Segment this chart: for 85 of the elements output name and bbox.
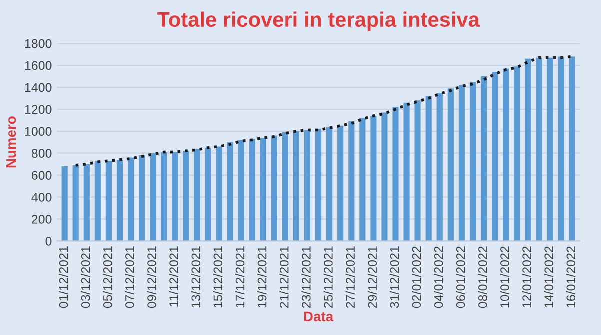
y-tick-label: 0 [46,237,52,246]
x-tick-label: 21/12/2021 [280,246,289,308]
y-tick-label: 1000 [25,127,52,136]
y-tick-label: 1600 [25,61,52,70]
bar [448,88,454,242]
bar [338,126,344,242]
y-tick-label: 1200 [25,105,52,114]
x-tick-label: 08/01/2022 [478,246,488,308]
bar [238,140,244,242]
bar [480,76,488,242]
bar [172,152,178,242]
bar [194,148,200,242]
bar [392,107,399,242]
bar [525,58,532,242]
bar [404,102,410,242]
bar [94,161,101,242]
bar [293,131,300,242]
x-tick-label: 04/01/2022 [434,246,444,308]
x-tick-label: 15/12/2021 [213,246,223,308]
bar [260,138,266,242]
bar [139,156,146,242]
y-tick-label: 1800 [25,39,52,48]
bar [72,165,79,242]
x-tick-label: 25/12/2021 [324,246,333,308]
bar [470,82,476,242]
bar [382,112,388,242]
x-tick-label: 07/12/2021 [125,246,134,308]
bar [183,151,190,242]
bar [271,136,278,242]
y-tick-label: 200 [32,215,52,224]
bar [161,152,168,242]
bar [436,92,443,242]
y-axis-title: Numero [6,116,16,168]
bar [128,158,134,242]
x-tick-label: 17/12/2021 [235,246,245,308]
bar [216,146,222,242]
x-tick-label: 14/01/2022 [544,246,554,308]
bar [315,129,322,242]
x-tick-label: 09/12/2021 [147,246,156,308]
bar [370,116,377,242]
x-tick-label: 01/12/2021 [58,246,68,308]
bar [569,56,576,242]
bar [62,166,68,242]
x-tick-label: 31/12/2021 [390,246,400,308]
x-tick-label: 05/12/2021 [103,246,112,308]
x-tick-label: 02/01/2022 [412,246,422,308]
bar [414,100,421,242]
line-series [74,55,574,167]
bar [106,161,112,242]
x-tick-label: 03/12/2021 [81,246,90,308]
bar [547,58,554,242]
bar [84,164,90,242]
bar [514,66,520,242]
bar [116,160,124,242]
x-axis-title: Data [304,312,334,322]
bar [282,132,288,242]
bar [348,122,355,242]
chart-title: Totale ricoveri in terapia intesiva [157,12,480,32]
y-tick-label: 400 [32,193,52,202]
bar [426,96,432,242]
bar [249,139,256,242]
bar [360,118,366,242]
bar [458,85,465,242]
bar [536,58,542,242]
x-tick-label: 29/12/2021 [368,246,378,308]
bar [558,56,564,242]
bar [492,72,498,242]
x-tick-label: 11/12/2021 [169,246,178,307]
y-tick-label: 1400 [25,83,52,92]
x-tick-label: 27/12/2021 [346,246,355,308]
bar [205,148,212,242]
x-tick-label: 13/12/2021 [191,246,201,308]
x-tick-label: 23/12/2021 [302,246,311,308]
x-tick-label: 19/12/2021 [258,246,267,308]
y-tick-label: 800 [32,149,52,158]
x-tick-label: 10/01/2022 [500,246,510,308]
bar [227,142,234,242]
x-tick-label: 06/01/2022 [456,246,466,308]
bar [150,153,156,242]
bar [503,68,510,242]
bar [326,127,333,242]
y-tick-label: 600 [32,171,52,180]
bar [304,130,311,242]
x-tick-label: 12/01/2022 [522,246,532,308]
x-tick-label: 16/01/2022 [566,246,576,308]
